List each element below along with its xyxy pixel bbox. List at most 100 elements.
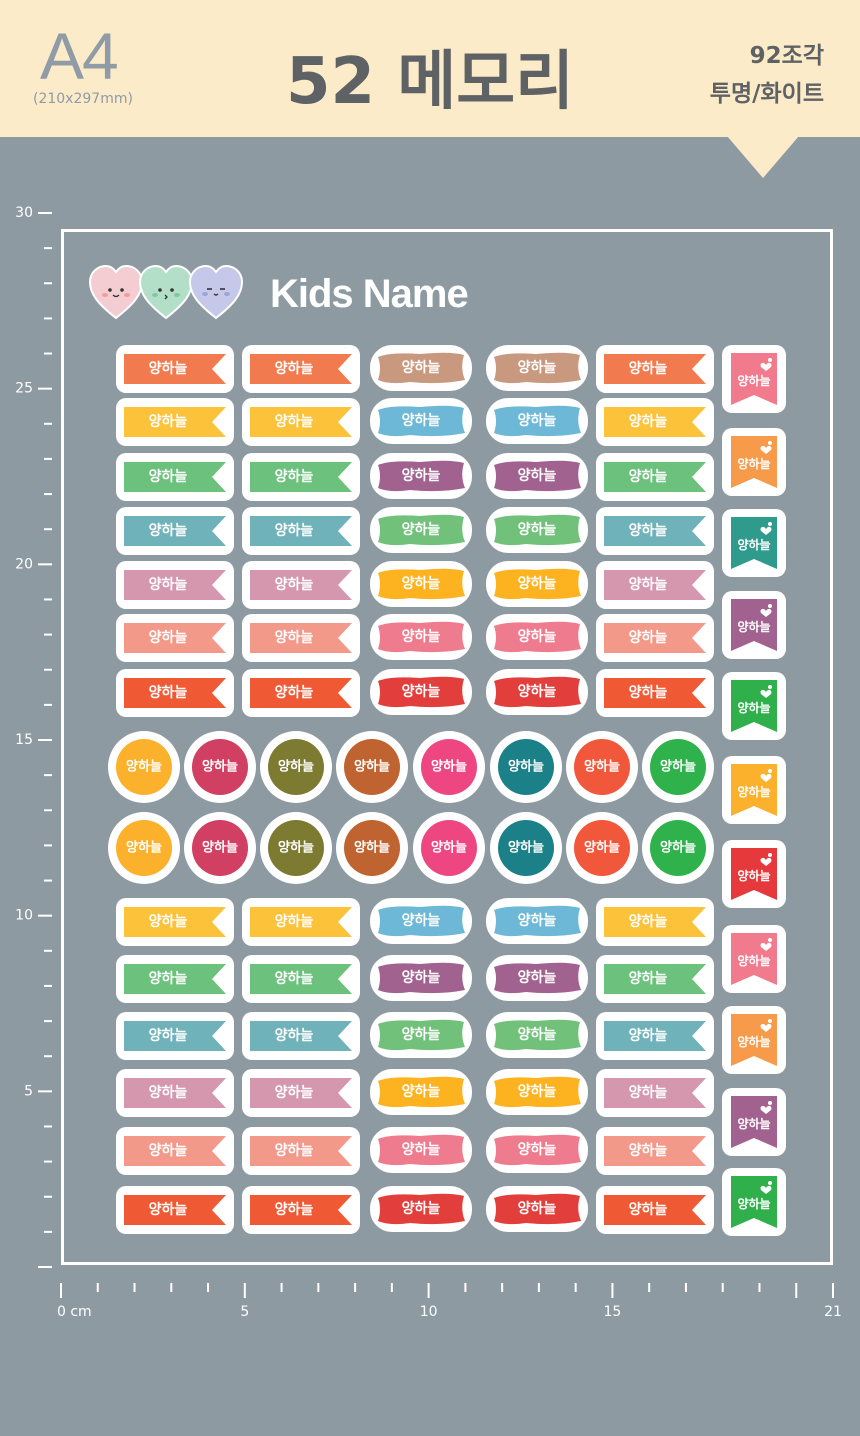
sticker-name-text: 양하늘 [629, 970, 668, 987]
tab-sticker: 양하늘 [116, 1012, 234, 1060]
sticker-name-text: 양하늘 [275, 1142, 314, 1159]
tab-sticker: 양하늘 [242, 345, 360, 393]
sticker-name-text: 양하늘 [149, 1027, 188, 1044]
sticker-name-text: 양하늘 [278, 759, 314, 775]
sticker-name-text: 양하늘 [402, 912, 441, 929]
sticker-name-text: 양하늘 [402, 467, 441, 484]
hearts-logo [88, 264, 244, 320]
sticker-name-text: 양하늘 [737, 784, 770, 799]
sticker-name-text: 양하늘 [275, 468, 314, 485]
tab-sticker: 양하늘 [242, 1186, 360, 1234]
sheet-heading: Kids Name [270, 272, 469, 316]
sticker-name-text: 양하늘 [149, 576, 188, 593]
sticker-name-text: 양하늘 [518, 1083, 557, 1100]
brush-sticker: 양하늘 [370, 398, 472, 444]
circle-sticker: 양하늘 [336, 731, 408, 803]
sticker-name-text: 양하늘 [737, 700, 770, 715]
sticker-name-text: 양하늘 [402, 683, 441, 700]
sticker-sheet [61, 229, 833, 1265]
brush-sticker: 양하늘 [370, 1127, 472, 1173]
sticker-name-text: 양하늘 [402, 359, 441, 376]
sticker-name-text: 양하늘 [737, 456, 770, 471]
ruler-label-vertical: 15 [15, 732, 33, 748]
sticker-name-text: 양하늘 [149, 1201, 188, 1218]
sticker-name-text: 양하늘 [402, 1083, 441, 1100]
sticker-name-text: 양하늘 [629, 576, 668, 593]
brush-sticker: 양하늘 [370, 1012, 472, 1058]
tab-sticker: 양하늘 [596, 1069, 714, 1117]
heart-icon [760, 1185, 772, 1194]
circle-sticker: 양하늘 [566, 731, 638, 803]
sticker-name-text: 양하늘 [629, 468, 668, 485]
brush-sticker: 양하늘 [486, 453, 588, 499]
sticker-name-text: 양하늘 [629, 684, 668, 701]
circle-sticker: 양하늘 [566, 812, 638, 884]
heart-icon [760, 857, 772, 866]
circle-sticker: 양하늘 [642, 731, 714, 803]
sticker-name-text: 양하늘 [402, 628, 441, 645]
sticker-name-text: 양하늘 [275, 576, 314, 593]
sticker-name-text: 양하늘 [149, 629, 188, 646]
circle-sticker: 양하늘 [108, 812, 180, 884]
brush-sticker: 양하늘 [486, 669, 588, 715]
flag-sticker: 양하늘 [722, 345, 786, 413]
heart-icon [760, 942, 772, 951]
sticker-name-text: 양하늘 [275, 1201, 314, 1218]
sticker-name-text: 양하늘 [149, 913, 188, 930]
brush-sticker: 양하늘 [486, 1127, 588, 1173]
brush-sticker: 양하늘 [486, 614, 588, 660]
brush-sticker: 양하늘 [370, 955, 472, 1001]
ruler-label-horizontal: 10 [420, 1304, 438, 1320]
sticker-name-text: 양하늘 [737, 953, 770, 968]
sticker-name-text: 양하늘 [402, 412, 441, 429]
tab-sticker: 양하늘 [242, 1069, 360, 1117]
tab-sticker: 양하늘 [596, 561, 714, 609]
tab-sticker: 양하늘 [596, 507, 714, 555]
sticker-name-text: 양하늘 [149, 522, 188, 539]
sticker-name-text: 양하늘 [518, 359, 557, 376]
flag-sticker: 양하늘 [722, 428, 786, 496]
flag-sticker: 양하늘 [722, 1168, 786, 1236]
product-title: 52 메모리 [286, 45, 574, 119]
brush-sticker: 양하늘 [486, 507, 588, 553]
circle-sticker: 양하늘 [108, 731, 180, 803]
sticker-name-text: 양하늘 [584, 759, 620, 775]
sticker-name-text: 양하늘 [275, 629, 314, 646]
sticker-name-text: 양하늘 [518, 521, 557, 538]
tab-sticker: 양하늘 [596, 614, 714, 662]
sticker-name-text: 양하늘 [508, 840, 544, 856]
circle-sticker: 양하늘 [260, 812, 332, 884]
flag-sticker: 양하늘 [722, 509, 786, 577]
circle-sticker: 양하늘 [642, 812, 714, 884]
sticker-name-text: 양하늘 [275, 413, 314, 430]
tab-sticker: 양하늘 [116, 1069, 234, 1117]
tab-sticker: 양하늘 [596, 955, 714, 1003]
sticker-name-text: 양하늘 [126, 840, 162, 856]
tab-sticker: 양하늘 [242, 669, 360, 717]
circle-sticker: 양하늘 [184, 812, 256, 884]
tab-sticker: 양하늘 [242, 614, 360, 662]
tab-sticker: 양하늘 [242, 1127, 360, 1175]
tab-sticker: 양하늘 [596, 1127, 714, 1175]
material-label: 투명/화이트 [709, 81, 824, 107]
sticker-name-text: 양하늘 [518, 969, 557, 986]
sticker-name-text: 양하늘 [518, 412, 557, 429]
sticker-name-text: 양하늘 [402, 969, 441, 986]
sticker-name-text: 양하늘 [275, 1084, 314, 1101]
sticker-name-text: 양하늘 [149, 468, 188, 485]
heart-icon [760, 362, 772, 371]
sticker-name-text: 양하늘 [629, 413, 668, 430]
tab-sticker: 양하늘 [116, 345, 234, 393]
tab-sticker: 양하늘 [116, 561, 234, 609]
sticker-name-text: 양하늘 [149, 360, 188, 377]
circle-sticker: 양하늘 [184, 731, 256, 803]
sticker-name-text: 양하늘 [402, 1141, 441, 1158]
heart-icon [760, 1023, 772, 1032]
tab-sticker: 양하늘 [242, 955, 360, 1003]
sticker-name-text: 양하늘 [737, 1034, 770, 1049]
tab-sticker: 양하늘 [242, 898, 360, 946]
ruler-label-vertical: 25 [15, 381, 33, 397]
flag-sticker: 양하늘 [722, 756, 786, 824]
sticker-name-text: 양하늘 [278, 840, 314, 856]
